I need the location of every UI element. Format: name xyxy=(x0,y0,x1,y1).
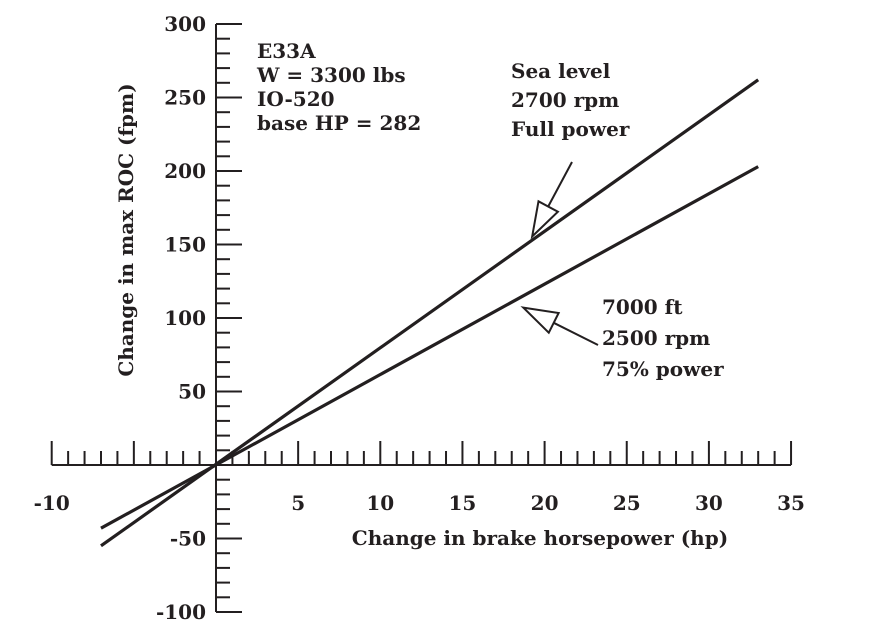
annotation-line: base HP = 282 xyxy=(257,111,421,135)
y-axis-label: Change in max ROC (fpm) xyxy=(114,83,138,376)
y-tick-label: 200 xyxy=(164,159,206,183)
y-tick-label: 50 xyxy=(178,380,206,404)
tick-labels: -10 5 10 15 20 25 30 35 300 250 200 150 100 50 -50 -100 xyxy=(34,12,805,624)
x-axis-label: Change in brake horsepower (hp) xyxy=(352,526,728,550)
sea-level-arrow-head xyxy=(530,199,560,240)
x-tick-label: 10 xyxy=(366,491,394,515)
annotation-line: 75% power xyxy=(602,357,724,381)
ticks xyxy=(50,23,793,613)
callouts xyxy=(520,161,599,346)
y-tick-label: 250 xyxy=(164,86,206,110)
annotation-line: 2500 rpm xyxy=(602,326,710,350)
x-tick-label: -10 xyxy=(34,491,70,515)
y-tick-label: 150 xyxy=(164,233,206,257)
annotation-line: E33A xyxy=(257,39,316,63)
x-tick-label: 25 xyxy=(613,491,641,515)
annotation-line: 2700 rpm xyxy=(511,88,619,112)
x-tick-label: 30 xyxy=(695,491,723,515)
altitude-arrow-shaft xyxy=(553,321,599,346)
y-tick-label: 100 xyxy=(164,306,206,330)
y-tick-label: -100 xyxy=(156,600,206,624)
annotations: E33A W = 3300 lbs IO-520 base HP = 282 Sea l… xyxy=(256,39,724,381)
y-tick-label: -50 xyxy=(170,527,206,551)
series-line-2 xyxy=(100,165,759,530)
x-tick-label: 5 xyxy=(291,491,305,515)
altitude-arrow-head xyxy=(520,306,561,335)
annotation-line: W = 3300 lbs xyxy=(256,63,406,87)
annotation-2: Sea level 2700 rpm Full power xyxy=(511,59,630,141)
x-tick-label: 20 xyxy=(531,491,559,515)
annotation-1: E33A W = 3300 lbs IO-520 base HP = 282 xyxy=(256,39,421,135)
annotation-3: 7000 ft 2500 rpm 75% power xyxy=(602,295,724,381)
y-tick-label: 300 xyxy=(164,12,206,36)
series-lines xyxy=(100,78,760,548)
annotation-line: 7000 ft xyxy=(602,295,683,319)
annotation-line: Full power xyxy=(511,117,630,141)
sea-level-arrow-shaft xyxy=(547,161,573,207)
annotation-line: IO-520 xyxy=(257,87,335,111)
x-tick-label: 35 xyxy=(777,491,805,515)
annotation-line: Sea level xyxy=(511,59,611,83)
x-tick-label: 15 xyxy=(449,491,477,515)
